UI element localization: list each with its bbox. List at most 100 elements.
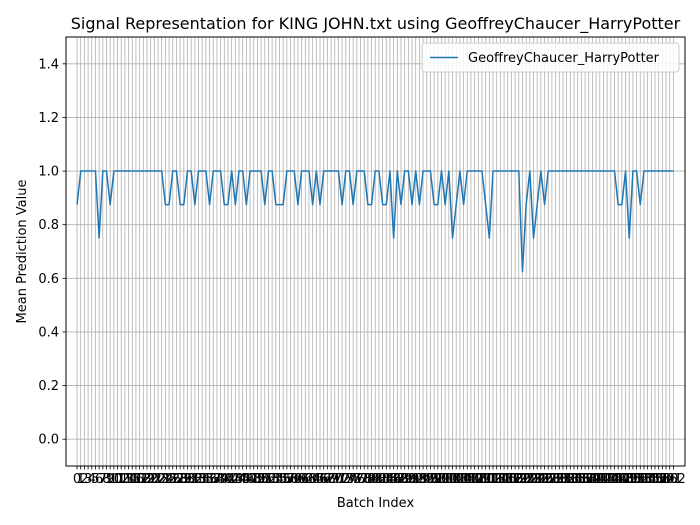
x-tick-label: 47 [242, 472, 259, 487]
x-tick-label: 2 [80, 472, 88, 487]
y-tick-label: 1.2 [38, 111, 59, 126]
x-tick-label: 158 [646, 472, 671, 487]
x-tick-label: 0 [73, 472, 81, 487]
x-tick-label: 126 [528, 472, 553, 487]
y-tick-label: 0.8 [38, 218, 59, 233]
x-tick-label: 60 [290, 472, 307, 487]
x-tick-label: 123 [517, 472, 542, 487]
x-tick-label: 112 [477, 472, 502, 487]
x-tick-label: 21 [146, 472, 163, 487]
x-tick-label: 23 [153, 472, 170, 487]
x-tick-label: 58 [282, 472, 299, 487]
x-tick-label: 144 [595, 472, 620, 487]
x-tick-label: 100 [433, 472, 458, 487]
legend: GeoffreyChaucer_HarryPotter [421, 42, 680, 73]
x-tick-label: 62 [297, 472, 314, 487]
x-tick-label: 133 [554, 472, 579, 487]
x-tick-label: 33 [190, 472, 207, 487]
x-tick-label: 8 [102, 472, 110, 487]
x-tick-label: 10 [106, 472, 123, 487]
series-line [76, 170, 674, 273]
x-tick-label: 54 [268, 472, 285, 487]
x-tick-label: 7 [99, 472, 107, 487]
x-tick-label: 84 [378, 472, 395, 487]
x-tick-label: 44 [231, 472, 248, 487]
x-tick-label: 103 [444, 472, 469, 487]
x-tick-label: 76 [349, 472, 366, 487]
x-tick-label: 48 [245, 472, 262, 487]
x-tick-label: 161 [657, 472, 682, 487]
x-tick-label: 56 [275, 472, 292, 487]
x-tick-label: 110 [470, 472, 495, 487]
x-tick-label: 117 [495, 472, 520, 487]
x-tick-label: 113 [481, 472, 506, 487]
x-tick-label: 128 [536, 472, 561, 487]
x-tick-label: 45 [234, 472, 251, 487]
x-tick-label: 65 [308, 472, 325, 487]
x-tick-label: 120 [506, 472, 531, 487]
x-tick-label: 122 [514, 472, 539, 487]
y-tick-label: 0.6 [38, 272, 59, 287]
x-tick-label: 14 [120, 472, 137, 487]
x-tick-label: 105 [451, 472, 476, 487]
x-tick-label: 28 [172, 472, 189, 487]
x-tick-label: 19 [139, 472, 156, 487]
legend-label: GeoffreyChaucer_HarryPotter [468, 51, 660, 66]
x-tick-label: 137 [569, 472, 594, 487]
x-tick-label: 82 [371, 472, 388, 487]
x-gridlines [76, 37, 674, 466]
x-tick-label: 115 [488, 472, 513, 487]
y-tick-label: 0.2 [38, 379, 59, 394]
x-tick-label: 66 [312, 472, 329, 487]
x-tick-label: 80 [363, 472, 380, 487]
x-tick-label: 149 [613, 472, 638, 487]
x-tick-label: 57 [279, 472, 296, 487]
x-tick-label: 130 [543, 472, 568, 487]
x-tick-label: 55 [271, 472, 288, 487]
x-tick-label: 68 [319, 472, 336, 487]
x-tick-label: 52 [260, 472, 277, 487]
x-tick-label: 4 [88, 472, 96, 487]
x-tick-label: 160 [654, 472, 679, 487]
x-tick-label: 73 [338, 472, 355, 487]
x-tick-label: 141 [584, 472, 609, 487]
x-tick-label: 150 [617, 472, 642, 487]
y-tick-label: 1.0 [38, 165, 59, 180]
x-tick-label: 40 [216, 472, 233, 487]
x-tick-label: 145 [598, 472, 623, 487]
x-tick-label: 39 [212, 472, 229, 487]
x-tick-label: 5 [91, 472, 99, 487]
x-tick-label: 71 [330, 472, 347, 487]
x-tick-label: 9 [106, 472, 114, 487]
x-tick-label: 159 [650, 472, 675, 487]
x-tick-label: 143 [591, 472, 616, 487]
x-tick-label: 59 [286, 472, 303, 487]
y-axis-ticks: 0.0 0.2 0.4 0.6 0.8 1.0 1.2 1.4 [38, 57, 66, 448]
x-tick-label: 26 [164, 472, 181, 487]
x-axis-ticks: 0123456789101112131415161718192021222324… [73, 466, 686, 487]
y-axis-label: Mean Prediction Value [15, 180, 30, 324]
x-tick-label: 53 [264, 472, 281, 487]
x-tick-label: 89 [396, 472, 413, 487]
x-tick-label: 51 [257, 472, 274, 487]
x-tick-label: 74 [341, 472, 358, 487]
x-tick-label: 1 [77, 472, 85, 487]
x-tick-label: 102 [440, 472, 465, 487]
x-tick-label: 22 [150, 472, 167, 487]
x-tick-label: 17 [131, 472, 148, 487]
x-tick-label: 24 [157, 472, 174, 487]
x-tick-label: 83 [374, 472, 391, 487]
x-tick-label: 94 [415, 472, 432, 487]
y-tick-label: 0.4 [38, 325, 59, 340]
x-tick-label: 151 [620, 472, 645, 487]
x-tick-label: 72 [334, 472, 351, 487]
x-tick-label: 96 [422, 472, 439, 487]
x-tick-label: 75 [345, 472, 362, 487]
x-tick-label: 50 [253, 472, 270, 487]
x-tick-label: 152 [624, 472, 649, 487]
x-tick-label: 162 [661, 472, 686, 487]
x-tick-label: 124 [521, 472, 546, 487]
x-tick-label: 35 [198, 472, 215, 487]
